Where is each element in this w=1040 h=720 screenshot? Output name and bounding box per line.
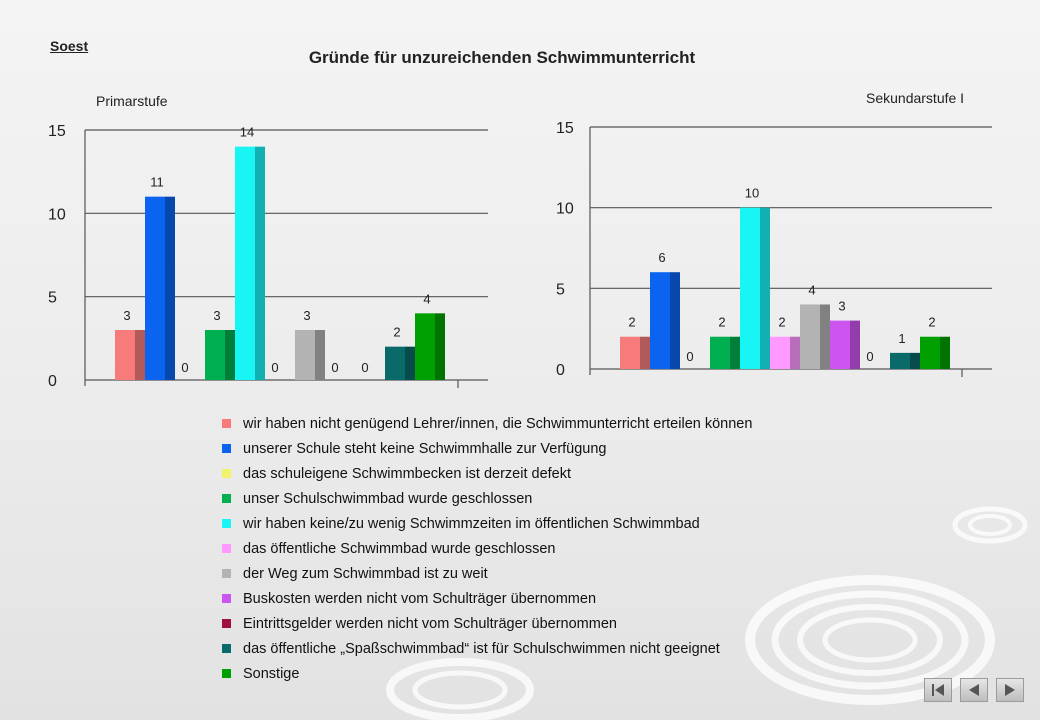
chart-legend: wir haben nicht genügend Lehrer/innen, d… xyxy=(222,411,752,686)
data-label: 1 xyxy=(898,331,905,346)
legend-item: unser Schulschwimmbad wurde geschlossen xyxy=(222,486,752,511)
bar xyxy=(830,321,850,369)
bar-side xyxy=(670,272,680,369)
data-label: 2 xyxy=(778,315,785,330)
legend-swatch xyxy=(222,544,231,553)
data-label: 4 xyxy=(808,282,815,297)
bar xyxy=(710,337,730,369)
legend-label: unser Schulschwimmbad wurde geschlossen xyxy=(243,491,532,507)
bar-side xyxy=(760,208,770,369)
legend-swatch xyxy=(222,494,231,503)
legend-item: der Weg zum Schwimmbad ist zu weit xyxy=(222,561,752,586)
legend-label: unserer Schule steht keine Schwimmhalle … xyxy=(243,441,607,457)
bar-side xyxy=(850,321,860,369)
bar-side xyxy=(790,337,800,369)
y-tick-label: 10 xyxy=(556,201,574,218)
bar xyxy=(800,304,820,369)
legend-label: Buskosten werden nicht vom Schulträger ü… xyxy=(243,591,596,607)
legend-swatch xyxy=(222,569,231,578)
data-label: 0 xyxy=(866,349,873,364)
legend-swatch xyxy=(222,644,231,653)
legend-label: das öffentliche Schwimmbad wurde geschlo… xyxy=(243,541,555,557)
data-label: 0 xyxy=(686,349,693,364)
legend-swatch xyxy=(222,519,231,528)
legend-swatch xyxy=(222,419,231,428)
y-tick-label: 5 xyxy=(556,281,565,298)
data-label: 2 xyxy=(928,315,935,330)
legend-label: Eintrittsgelder werden nicht vom Schultr… xyxy=(243,616,617,632)
data-label: 2 xyxy=(718,315,725,330)
bar xyxy=(650,272,670,369)
y-tick-label: 0 xyxy=(556,362,565,379)
legend-label: der Weg zum Schwimmbad ist zu weit xyxy=(243,566,488,582)
previous-slide-button[interactable] xyxy=(960,678,988,702)
first-page-icon xyxy=(925,679,951,701)
bar-side xyxy=(940,337,950,369)
legend-item: wir haben keine/zu wenig Schwimmzeiten i… xyxy=(222,511,752,536)
bar-side xyxy=(820,304,830,369)
legend-label: wir haben nicht genügend Lehrer/innen, d… xyxy=(243,416,752,432)
legend-label: das öffentliche „Spaßschwimmbad“ ist für… xyxy=(243,641,720,657)
legend-swatch xyxy=(222,594,231,603)
data-label: 3 xyxy=(838,299,845,314)
legend-item: Buskosten werden nicht vom Schulträger ü… xyxy=(222,586,752,611)
bar-side xyxy=(910,353,920,369)
bar xyxy=(770,337,790,369)
legend-label: wir haben keine/zu wenig Schwimmzeiten i… xyxy=(243,516,700,532)
legend-item: Sonstige xyxy=(222,661,752,686)
data-label: 6 xyxy=(658,250,665,265)
legend-item: wir haben nicht genügend Lehrer/innen, d… xyxy=(222,411,752,436)
bar xyxy=(920,337,940,369)
legend-item: Eintrittsgelder werden nicht vom Schultr… xyxy=(222,611,752,636)
legend-item: unserer Schule steht keine Schwimmhalle … xyxy=(222,436,752,461)
data-label: 10 xyxy=(745,186,759,201)
legend-swatch xyxy=(222,469,231,478)
legend-swatch xyxy=(222,669,231,678)
bar-side xyxy=(730,337,740,369)
legend-label: das schuleigene Schwimmbecken ist derzei… xyxy=(243,466,571,482)
bar xyxy=(620,337,640,369)
y-tick-label: 15 xyxy=(556,120,574,137)
legend-item: das öffentliche Schwimmbad wurde geschlo… xyxy=(222,536,752,561)
bar xyxy=(890,353,910,369)
next-slide-button[interactable] xyxy=(996,678,1024,702)
previous-page-icon xyxy=(961,679,987,701)
legend-item: das öffentliche „Spaßschwimmbad“ ist für… xyxy=(222,636,752,661)
first-slide-button[interactable] xyxy=(924,678,952,702)
next-page-icon xyxy=(997,679,1023,701)
bar xyxy=(740,208,760,369)
legend-item: das schuleigene Schwimmbecken ist derzei… xyxy=(222,461,752,486)
slide-navigation xyxy=(924,678,1024,702)
legend-label: Sonstige xyxy=(243,666,299,682)
bar-side xyxy=(640,337,650,369)
legend-swatch xyxy=(222,619,231,628)
data-label: 2 xyxy=(628,315,635,330)
legend-swatch xyxy=(222,444,231,453)
